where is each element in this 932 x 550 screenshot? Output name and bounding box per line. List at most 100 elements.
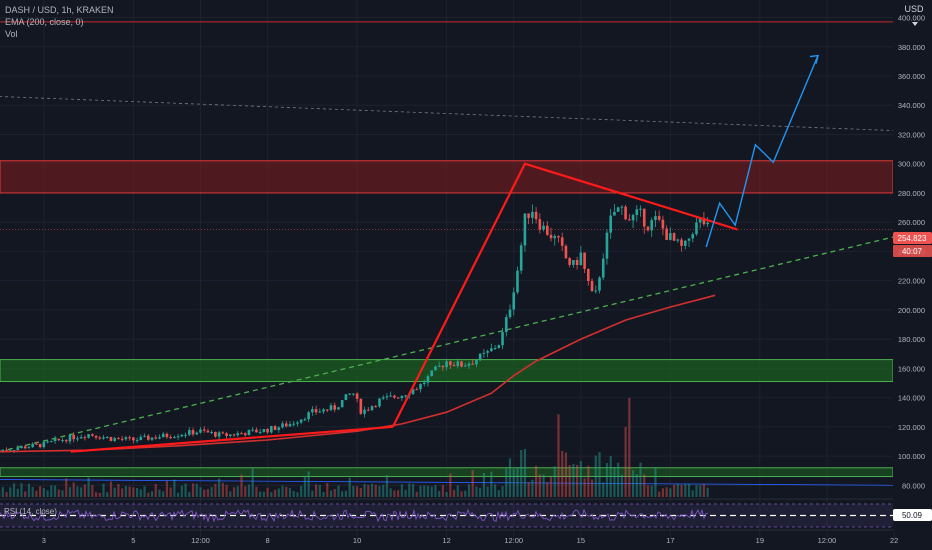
candle-body (624, 206, 627, 220)
projection-arrow (705, 54, 819, 248)
volume-bar (307, 471, 310, 497)
candle-body (493, 347, 497, 349)
candle-body (393, 395, 396, 398)
volume-bar (236, 486, 239, 497)
price-tick-label: 200.000 (898, 306, 925, 315)
candle-body (639, 208, 642, 210)
volume-bar (24, 491, 27, 497)
volume-bar (639, 462, 642, 497)
candle-body (176, 436, 180, 438)
candle-body (1, 449, 5, 451)
candle-body (91, 434, 94, 436)
candle-body (161, 433, 165, 438)
candle-body (456, 361, 460, 366)
time-tick-label: 12:00 (504, 536, 523, 545)
volume-bar (344, 490, 348, 497)
candle-body (270, 426, 273, 433)
time-tick-label: 10 (353, 536, 361, 545)
candle-body (337, 407, 340, 410)
candle-body (527, 213, 530, 218)
volume-bar (557, 414, 560, 497)
volume-bar (76, 486, 79, 497)
volume-bar (169, 487, 172, 497)
volume-bar (631, 470, 635, 497)
volume-bar (520, 449, 523, 497)
candle-body (23, 446, 27, 449)
candle-body (195, 432, 199, 435)
candle-body (564, 245, 568, 259)
candle-body (76, 438, 79, 440)
candle-body (340, 400, 344, 408)
volume-bar (400, 484, 403, 497)
volume-bar (53, 485, 57, 497)
ema-indicator-label[interactable]: EMA (200, close, 0) (5, 17, 84, 27)
volume-bar (661, 488, 664, 497)
volume-bar (531, 479, 534, 497)
volume-bar (669, 488, 672, 497)
candle-body (534, 211, 538, 220)
volume-bar (363, 484, 366, 497)
candle-body (452, 365, 456, 367)
candle-body (516, 270, 519, 293)
candle-body (262, 428, 266, 432)
candle-body (669, 233, 672, 240)
price-axis[interactable]: 80.000 100.000 120.000 140.000 160.000 180.00… (893, 0, 932, 530)
volume-bar (184, 483, 187, 497)
candle-body (139, 436, 143, 441)
currency-selector[interactable]: USD (900, 2, 928, 26)
candle-body (475, 360, 478, 365)
volume-bar (296, 492, 299, 497)
volume-bar (300, 485, 303, 497)
price-axis-background (893, 0, 932, 530)
candle-body (404, 395, 407, 397)
volume-bar (535, 465, 538, 497)
price-tick-label: 360.000 (898, 72, 925, 81)
volume-bar (341, 491, 344, 497)
candle-body (333, 405, 337, 410)
volume-bar (150, 491, 154, 497)
candle-body (8, 450, 12, 452)
price-tick-label: 140.000 (898, 394, 925, 403)
volume-bar (124, 485, 127, 497)
volume-bar (643, 474, 646, 497)
candle-body (53, 438, 57, 442)
candle-body (199, 429, 202, 433)
volume-bar (244, 486, 247, 497)
candle-body (296, 422, 299, 424)
candle-body (609, 215, 612, 233)
volume-bar (288, 488, 292, 497)
volume-bar (210, 486, 213, 497)
volume-bar (12, 483, 16, 497)
volume-bar (654, 467, 657, 497)
candle-body (553, 236, 557, 239)
volume-bar (434, 485, 437, 497)
volume-bar (180, 485, 183, 497)
volume-bar (695, 485, 698, 497)
volume-bar (445, 492, 448, 497)
volume-bar (542, 474, 545, 497)
volume-bar (441, 484, 444, 497)
price-tick-label: 280.000 (898, 189, 925, 198)
candle-body (385, 396, 389, 398)
volume-bar (676, 483, 679, 497)
volume-bar (352, 485, 355, 497)
symbol-title: DASH / USD, 1h, KRAKEN (5, 5, 114, 15)
candle-body (217, 432, 221, 437)
volume-bar (572, 464, 575, 497)
volume-indicator-label[interactable]: Vol (5, 29, 18, 39)
volume-bar (117, 484, 120, 497)
volume-bar (359, 487, 362, 497)
green-dashed-trendline (0, 236, 895, 453)
volume-bar (322, 492, 325, 497)
candle-body (135, 440, 139, 442)
candle-body (83, 437, 87, 439)
candle-body (240, 433, 243, 435)
candle-body (247, 429, 251, 436)
volume-bar (106, 492, 109, 497)
candle-body (318, 411, 322, 413)
candle-body (542, 225, 545, 230)
candle-body (426, 376, 430, 383)
